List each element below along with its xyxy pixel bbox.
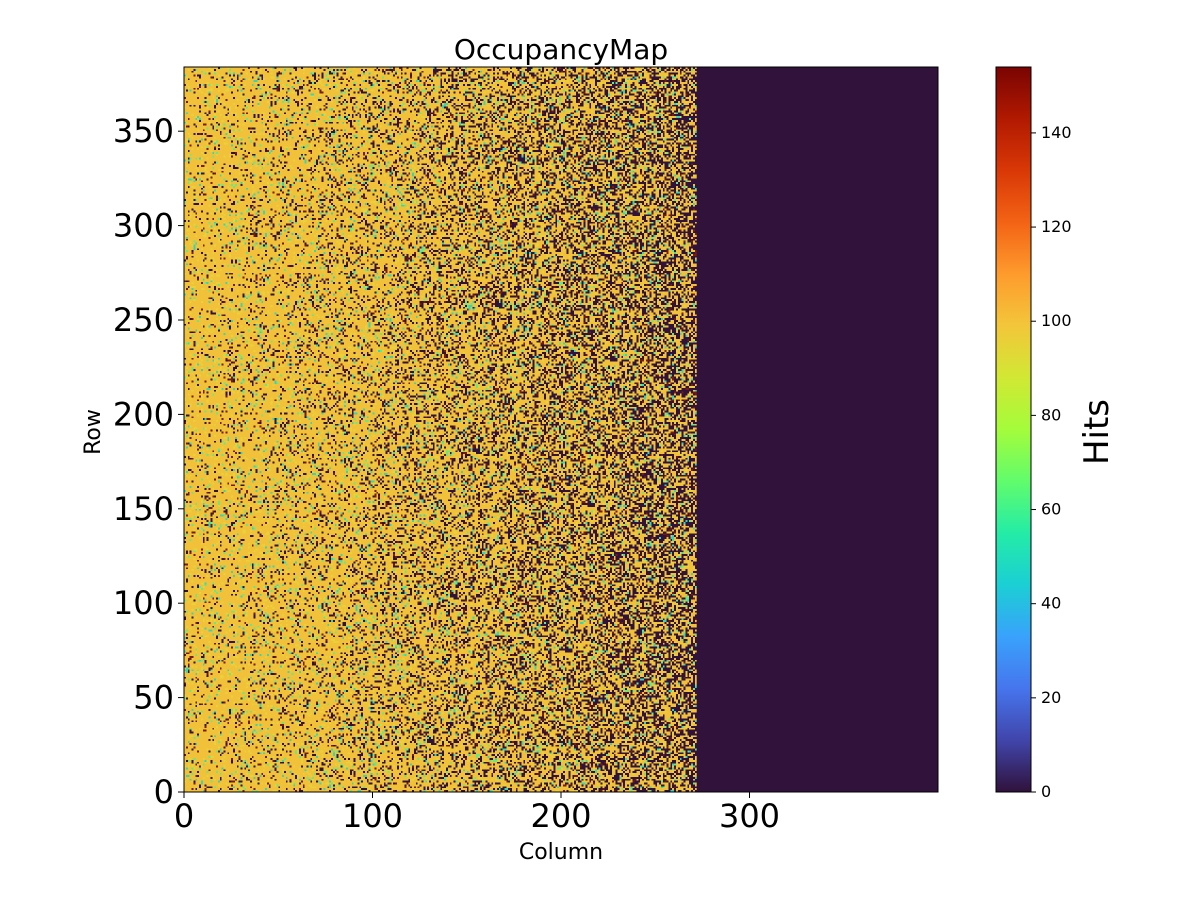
colorbar-ticks: 0 20 40 60 80 100 120 140 [1031,123,1072,801]
colorbar-tick-label: 20 [1041,688,1061,707]
colorbar-label: Hits [1077,399,1117,465]
y-tick-label: 250 [113,301,174,339]
x-tick-label: 100 [342,797,403,835]
colorbar-tick-label: 60 [1041,500,1061,519]
y-tick-label: 150 [113,490,174,528]
x-tick-label: 200 [530,797,591,835]
y-axis-ticks: 0 50 100 150 200 250 300 350 [113,112,184,811]
y-tick-label: 0 [154,773,174,811]
heatmap-active-pixels [184,67,697,792]
colorbar-tick-label: 120 [1041,217,1072,236]
y-tick-label: 200 [113,395,174,433]
heatmap-area [183,66,939,793]
colorbar-tick-label: 40 [1041,594,1061,613]
y-axis-label: Row [81,409,106,455]
x-tick-label: 0 [174,797,194,835]
chart-title: OccupancyMap [454,33,668,66]
y-tick-label: 100 [113,584,174,622]
colorbar: 0 20 40 60 80 100 120 140 Hits [995,66,1117,801]
y-tick-label: 350 [113,112,174,150]
colorbar-tick-label: 80 [1041,405,1061,424]
x-axis-ticks: 0 100 200 300 [174,792,780,835]
y-tick-label: 50 [133,679,174,717]
colorbar-bar [995,66,1032,793]
y-tick-label: 300 [113,207,174,245]
colorbar-tick-label: 0 [1041,782,1051,801]
x-tick-label: 300 [719,797,780,835]
x-axis-label: Column [519,840,603,865]
colorbar-tick-label: 140 [1041,123,1072,142]
colorbar-tick-label: 100 [1041,311,1072,330]
